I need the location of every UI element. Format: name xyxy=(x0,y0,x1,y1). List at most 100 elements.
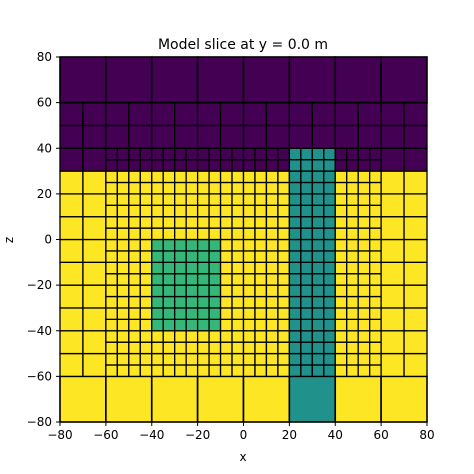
mesh-cell-background xyxy=(380,284,405,309)
mesh-cell-pipe xyxy=(311,295,325,309)
mesh-cell-background xyxy=(346,307,359,320)
mesh-cell-background xyxy=(219,307,233,320)
mesh-cell-background xyxy=(128,227,141,241)
y-tick-label: 80 xyxy=(37,50,52,64)
mesh-cell-pipe xyxy=(311,147,325,161)
mesh-cell-background xyxy=(196,330,210,343)
mesh-cell-air xyxy=(242,56,291,104)
mesh-cell-pipe xyxy=(311,193,325,206)
mesh-cell-pipe xyxy=(300,181,313,195)
mesh-cell-background xyxy=(242,238,256,252)
mesh-cell-pipe xyxy=(311,318,325,332)
mesh-cell-pipe xyxy=(323,170,336,184)
mesh-cell-background xyxy=(265,295,279,309)
mesh-cell-background xyxy=(265,364,279,378)
mesh-cell-background xyxy=(242,295,256,309)
mesh-cell-background xyxy=(254,216,268,229)
mesh-cell-block xyxy=(185,273,199,286)
mesh-cell-air xyxy=(208,159,222,172)
mesh-cell-block xyxy=(151,238,164,252)
mesh-cell-pipe xyxy=(300,193,313,206)
mesh-cell-background xyxy=(231,238,245,252)
mesh-cell-block xyxy=(208,250,222,263)
mesh-cell-background xyxy=(105,307,118,320)
mesh-cell-background xyxy=(128,181,141,195)
mesh-cell-background xyxy=(116,193,130,206)
mesh-cell-pipe xyxy=(323,216,336,229)
mesh-cell-air xyxy=(231,159,245,172)
mesh-cell-background xyxy=(82,307,107,332)
mesh-cell-background xyxy=(346,227,359,241)
mesh-cell-background xyxy=(277,227,291,241)
mesh-cell-background xyxy=(185,170,199,184)
mesh-cell-background xyxy=(334,250,348,263)
mesh-cell-background xyxy=(116,295,130,309)
mesh-cell-background xyxy=(219,364,233,378)
mesh-cell-background xyxy=(82,330,107,355)
mesh-cell-air xyxy=(357,101,382,127)
mesh-cell-background xyxy=(334,181,348,195)
mesh-cell-pipe xyxy=(300,352,313,366)
y-tick-label: −20 xyxy=(27,278,52,292)
mesh-cell-air xyxy=(196,147,210,161)
mesh-cell-air xyxy=(128,147,141,161)
mesh-cell-pipe xyxy=(323,364,336,378)
mesh-cell-background xyxy=(242,261,256,275)
mesh-cell-background xyxy=(116,318,130,332)
mesh-cell-background xyxy=(208,216,222,229)
mesh-cell-air xyxy=(219,159,233,172)
mesh-cell-block xyxy=(174,261,187,275)
mesh-cell-pipe xyxy=(288,204,302,218)
mesh-cell-pipe xyxy=(311,330,325,343)
mesh-cell-background xyxy=(196,181,210,195)
x-tick-label: −20 xyxy=(185,428,210,442)
y-tick-label: −80 xyxy=(27,415,52,429)
mesh-cell-background xyxy=(403,216,428,241)
mesh-cell-background xyxy=(219,352,233,366)
mesh-cell-background xyxy=(116,273,130,286)
mesh-cell-block xyxy=(208,307,222,320)
mesh-cell-background xyxy=(128,250,141,263)
mesh-cell-background xyxy=(334,341,348,355)
mesh-cell-air xyxy=(219,101,245,127)
mesh-cell-background xyxy=(105,216,118,229)
mesh-cell-background xyxy=(403,193,428,218)
mesh-cell-block xyxy=(196,238,210,252)
mesh-cell-background xyxy=(369,238,382,252)
mesh-cell-background xyxy=(128,238,141,252)
mesh-cell-background xyxy=(346,341,359,355)
mesh-cell-background xyxy=(59,330,84,355)
mesh-cell-background xyxy=(346,250,359,263)
mesh-cell-air xyxy=(196,101,222,127)
mesh-cell-background xyxy=(231,181,245,195)
mesh-cell-pipe xyxy=(288,159,302,172)
mesh-cell-background xyxy=(346,318,359,332)
mesh-cell-background xyxy=(277,170,291,184)
mesh-cell-background xyxy=(196,341,210,355)
mesh-cell-background xyxy=(265,181,279,195)
mesh-cell-background xyxy=(346,330,359,343)
y-tick-label: −40 xyxy=(27,324,52,338)
mesh-cell-block xyxy=(208,261,222,275)
mesh-cell-background xyxy=(185,204,199,218)
mesh-cell-air xyxy=(151,101,176,127)
mesh-cell-background xyxy=(128,170,141,184)
mesh-cell-background xyxy=(277,204,291,218)
mesh-cell-pipe xyxy=(323,227,336,241)
mesh-cell-air xyxy=(162,159,176,172)
mesh-cell-background xyxy=(231,193,245,206)
mesh-cell-pipe xyxy=(288,216,302,229)
x-tick-label: 80 xyxy=(419,428,434,442)
mesh-cell-background xyxy=(369,261,382,275)
mesh-cell-background xyxy=(185,364,199,378)
mesh-cell-air xyxy=(334,124,359,149)
mesh-cell-pipe xyxy=(323,181,336,195)
x-tick-label: −60 xyxy=(93,428,118,442)
mesh-cell-air xyxy=(242,147,256,161)
mesh-cell-background xyxy=(139,204,153,218)
mesh-cell-background xyxy=(369,273,382,286)
mesh-cell-background xyxy=(151,181,164,195)
mesh-cell-pipe xyxy=(300,273,313,286)
mesh-cell-pipe xyxy=(323,204,336,218)
mesh-cell-background xyxy=(369,352,382,366)
